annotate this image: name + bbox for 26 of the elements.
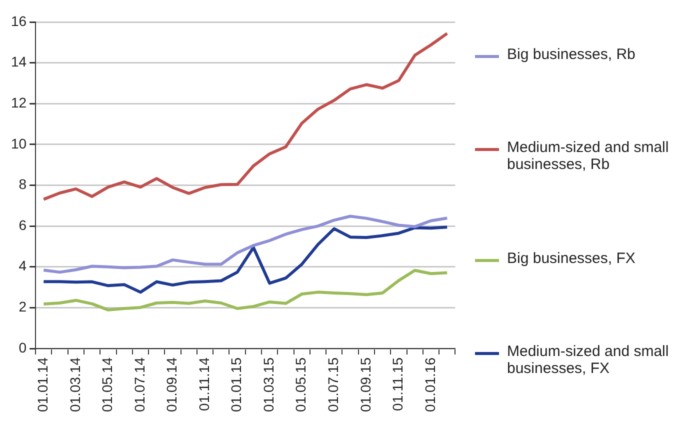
x-tick-label: 01.11.14 — [196, 357, 212, 411]
y-tick-label: 10 — [10, 135, 27, 152]
y-tick-label: 12 — [10, 94, 27, 110]
y-tick-label: 16 — [10, 12, 27, 29]
y-tick-label: 0 — [18, 339, 27, 356]
x-tick-label: 01.09.15 — [357, 357, 374, 412]
x-tick-label: 01.09.14 — [164, 357, 180, 412]
legend-label: Medium-sized and small businesses, FX — [507, 342, 670, 377]
legend-label: Big businesses, Rb — [507, 46, 636, 64]
x-tick-label: 01.05.14 — [99, 357, 116, 412]
y-tick-label: 4 — [18, 258, 27, 274]
y-tick-label: 2 — [18, 298, 27, 315]
x-tick-label: 01.05.15 — [292, 357, 309, 412]
y-tick-label: 14 — [10, 54, 27, 70]
x-tick-label: 01.07.15 — [325, 357, 342, 412]
x-tick-label: 01.01.16 — [422, 357, 438, 412]
x-tick-label: 01.03.15 — [260, 357, 276, 412]
x-tick-label: 01.11.15 — [390, 357, 406, 411]
x-tick-label: 01.01.14 — [34, 357, 50, 412]
legend-label: Big businesses, FX — [507, 250, 636, 267]
y-tick-label: 6 — [18, 216, 27, 233]
x-tick-label: 01.07.14 — [131, 357, 148, 412]
x-tick-label: 01.03.14 — [66, 357, 83, 412]
legend-label: Medium-sized and small businesses, Rb — [507, 139, 670, 174]
y-tick-label: 8 — [18, 176, 27, 192]
x-tick-label: 01.01.15 — [228, 357, 244, 412]
